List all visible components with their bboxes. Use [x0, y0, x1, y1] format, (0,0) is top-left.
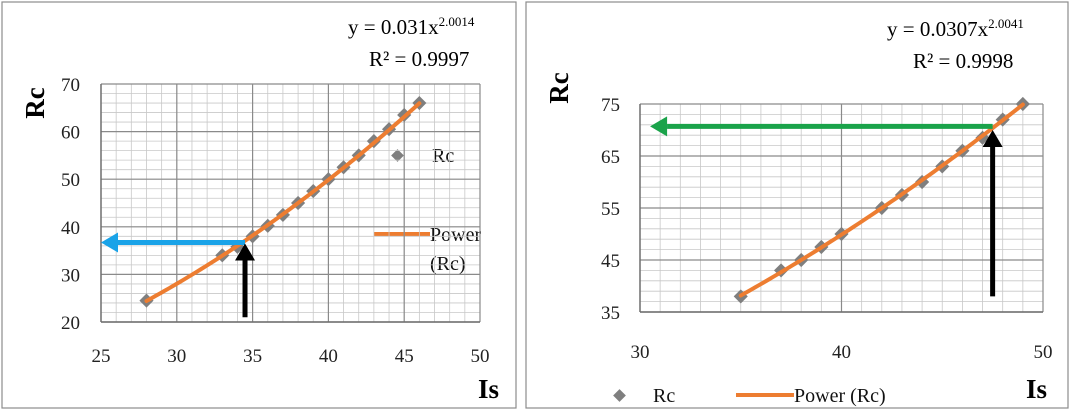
chart2-y-tick-label: 65 [601, 147, 620, 168]
chart1-x-axis-title: Is [478, 374, 499, 404]
chart2-legend-power-label: Power (Rc) [794, 385, 886, 407]
chart2-y-tick-label: 55 [601, 199, 620, 220]
chart1-arrow-head [101, 232, 118, 253]
chart2-x-tick-label: 30 [631, 342, 650, 363]
chart1-equation: y = 0.031x2.0014 [348, 14, 475, 39]
chart1-x-tick-label: 25 [92, 346, 111, 367]
chart1-y-tick-label: 40 [61, 218, 80, 239]
chart2-y-tick-label: 75 [601, 95, 620, 116]
chart1-y-tick-label: 30 [61, 265, 80, 286]
chart2-plot: 30 40 50 35 45 55 65 75 [601, 95, 1053, 363]
chart2-x-axis-title: Is [1026, 374, 1047, 404]
chart2-legend: Rc Power (Rc) [613, 385, 886, 407]
chart1-y-tick-label: 70 [61, 75, 80, 96]
chart2-x-tick-label: 40 [832, 342, 851, 363]
chart1-power-fit-line [144, 101, 422, 303]
chart1-x-tick-label: 40 [319, 346, 338, 367]
chart1-legend-power-label: Power (Rc) [430, 224, 481, 275]
chart2-y-axis-title: Rc [544, 72, 574, 103]
chart2-frame [525, 1, 1069, 409]
chart1-arrow-head [235, 243, 256, 261]
chart1-legend-rc-marker [391, 149, 404, 162]
chart2-legend-rc-label: Rc [653, 385, 675, 407]
chart2-arrow-head [650, 116, 668, 137]
chart1-plot: 25 30 35 40 45 50 20 30 40 50 60 70 [61, 75, 490, 367]
chart2-equation: y = 0.0307x2.0041 [887, 16, 1024, 41]
chart1-x-tick-label: 50 [471, 346, 490, 367]
chart2-y-tick-label: 35 [601, 303, 620, 324]
chart1-frame [1, 1, 517, 409]
chart1-x-tick-label: 30 [167, 346, 186, 367]
chart2-y-tick-label: 45 [601, 251, 620, 272]
chart1-y-tick-label: 20 [61, 313, 80, 334]
chart1-legend-rc-label: Rc [432, 145, 454, 167]
chart2-r-squared: R² = 0.9998 [913, 49, 1013, 73]
chart2-power-fit-line [738, 102, 1025, 298]
chart2-arrow-head [982, 130, 1003, 147]
chart1-x-tick-label: 45 [395, 346, 414, 367]
chart1-y-tick-label: 50 [61, 170, 80, 191]
chart1-x-tick-label: 35 [243, 346, 262, 367]
chart2-x-tick-label: 50 [1034, 342, 1053, 363]
plot-layer: 25 30 35 40 45 50 20 30 40 50 60 70 30 40 50 35 45 55 65 75 [61, 75, 1053, 367]
chart1-r-squared: R² = 0.9997 [369, 47, 469, 71]
chart1-y-axis-title: Rc [20, 87, 50, 118]
chart1-y-tick-label: 60 [61, 123, 80, 144]
